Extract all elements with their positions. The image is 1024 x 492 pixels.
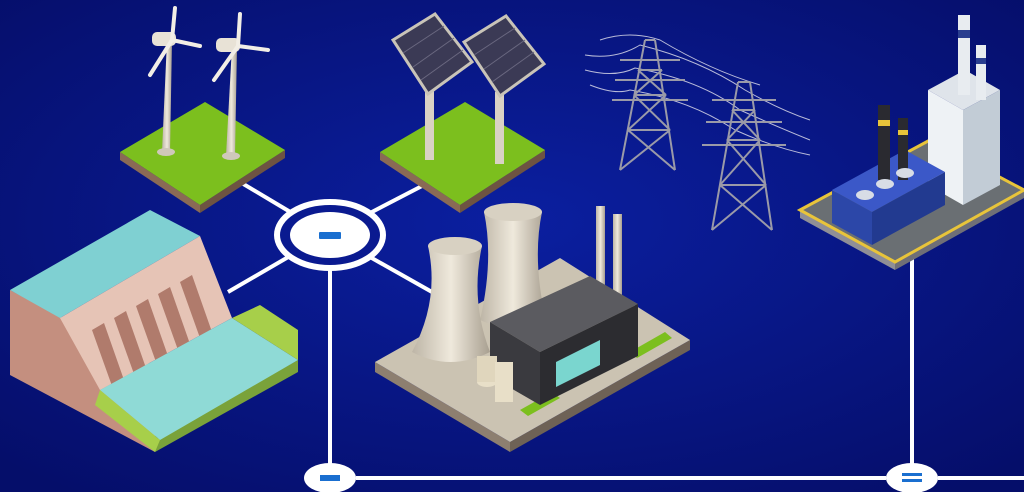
node-dash: [902, 479, 922, 482]
chimney: [958, 15, 970, 95]
hub-node: [277, 202, 383, 268]
chimney-band: [878, 120, 890, 126]
chimney-band: [898, 130, 908, 135]
turbine-base: [157, 148, 175, 156]
cooling-tower-top: [428, 237, 482, 255]
chimney-band: [976, 58, 986, 64]
tank: [477, 356, 497, 382]
bus-node: [304, 463, 356, 492]
tank: [495, 362, 513, 402]
fan: [896, 168, 914, 178]
chimney: [976, 45, 986, 100]
node-dash: [902, 473, 922, 476]
office-wall: [963, 90, 1000, 205]
turbine-base: [222, 152, 240, 160]
blade: [238, 14, 240, 46]
fan: [876, 179, 894, 189]
fan: [856, 190, 874, 200]
chimney: [878, 105, 890, 180]
chimney-band: [958, 30, 970, 38]
panel-pole: [495, 92, 504, 164]
page: [0, 0, 1024, 492]
node-dash: [320, 475, 340, 481]
panel-pole: [425, 88, 434, 160]
hub-dash: [319, 232, 341, 239]
illustration: [0, 0, 1024, 492]
bus-node: [886, 463, 938, 492]
cooling-tower-top: [484, 203, 542, 221]
node-core: [886, 463, 938, 492]
